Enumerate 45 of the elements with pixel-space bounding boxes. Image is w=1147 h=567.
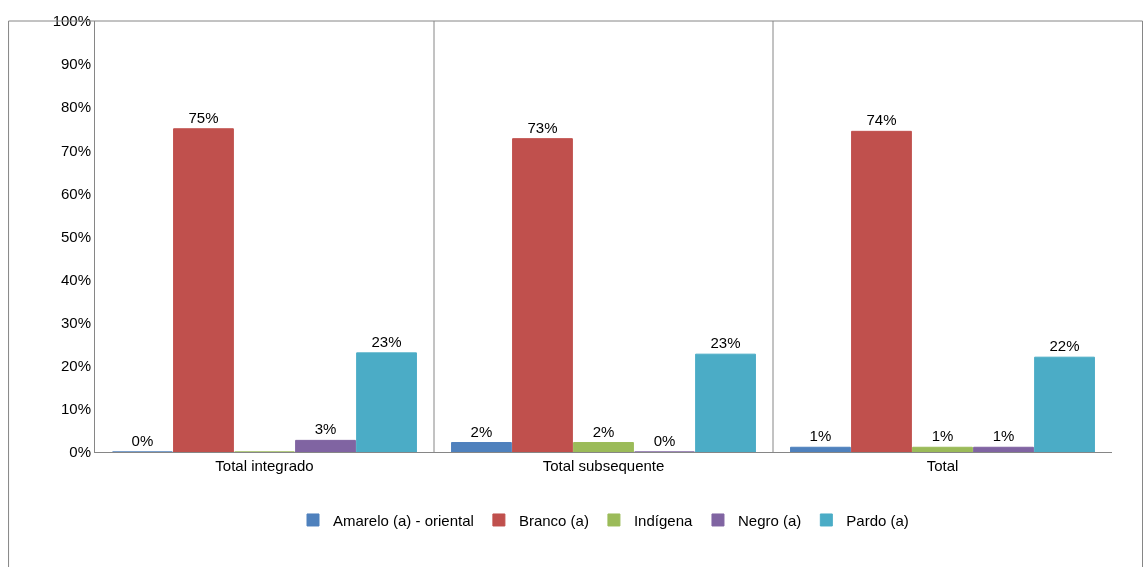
y-tick-label: 20% [60,357,91,375]
y-tick-label: 70% [60,141,91,159]
data-label: 22% [1049,337,1080,355]
data-label: 1% [992,427,1015,445]
y-tick-label: 0% [69,443,91,461]
bar [356,352,417,452]
data-label: 23% [710,334,741,352]
data-label: 0% [653,432,676,449]
bar [790,446,851,452]
data-label: 23% [371,332,402,350]
x-tick-label: Total subsequente [542,457,665,474]
bar [451,442,512,452]
data-label: 2% [470,422,493,440]
y-tick-label: 100% [52,12,91,30]
data-label: 2% [592,422,615,440]
bar [173,128,234,452]
legend-label: Pardo (a) [846,511,909,529]
data-label: 1% [809,427,832,445]
y-tick-label: 30% [60,313,91,331]
y-tick-label: 90% [60,55,91,73]
bar [912,446,973,452]
bar [512,138,573,452]
data-label: 3% [314,420,337,438]
legend-label: Branco (a) [518,511,589,529]
y-tick-label: 40% [60,270,91,288]
x-tick-label: Total [926,457,959,474]
data-label: 0% [131,432,154,449]
data-label: 75% [188,108,219,126]
legend-label: Indígena [633,511,693,529]
legend-label: Negro (a) [737,511,802,529]
y-tick-label: 50% [60,227,91,245]
bar [695,353,756,452]
y-tick-label: 60% [60,184,91,202]
data-label: 74% [866,111,897,129]
bar [973,446,1034,452]
y-tick-label: 10% [60,400,91,418]
bar [573,442,634,452]
x-tick-label: Total integrado [215,457,314,474]
data-label: 73% [527,118,558,136]
bar [295,439,356,452]
bar [1034,356,1095,452]
y-tick-label: 80% [60,98,91,116]
bar [851,130,912,452]
legend-label: Amarelo (a) - oriental [333,511,474,529]
data-label: 1% [931,427,954,445]
